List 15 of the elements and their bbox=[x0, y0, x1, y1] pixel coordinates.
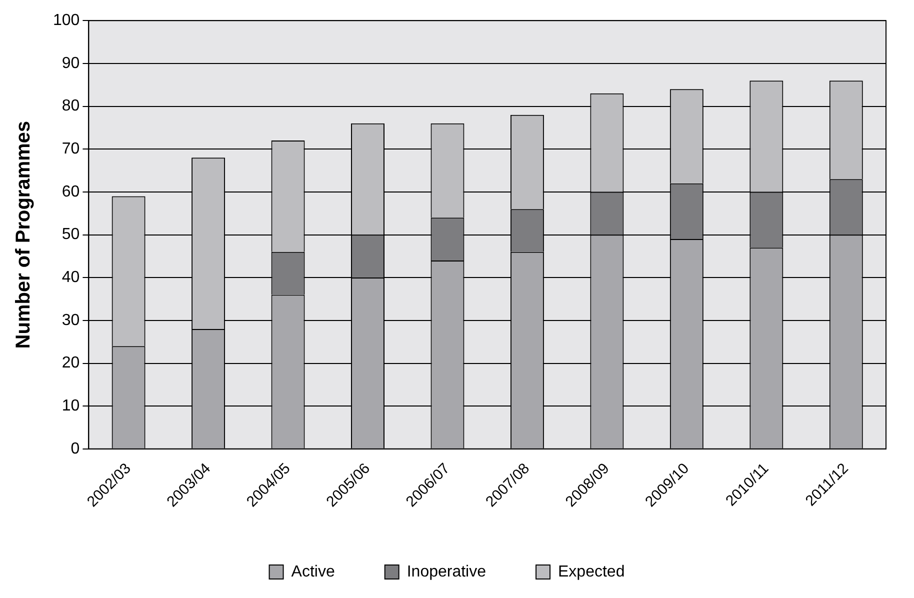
legend-label: Active bbox=[291, 563, 335, 580]
y-tick-label: 80 bbox=[62, 98, 80, 115]
y-tick-label: 10 bbox=[62, 398, 80, 415]
legend-label: Expected bbox=[558, 563, 625, 580]
y-tick-label: 20 bbox=[62, 354, 80, 372]
y-tick-label: 100 bbox=[52, 12, 80, 30]
y-axis-title: Number of Programmes bbox=[12, 120, 35, 349]
y-tick-label: 40 bbox=[62, 269, 80, 286]
legend-label: Inoperative bbox=[406, 563, 486, 580]
y-tick-label: 60 bbox=[62, 183, 80, 200]
y-tick-label: 90 bbox=[62, 54, 80, 72]
y-tick-label: 70 bbox=[62, 140, 80, 158]
y-tick-label: 50 bbox=[62, 226, 80, 244]
y-tick-label: 0 bbox=[70, 440, 80, 458]
y-tick-label: 30 bbox=[62, 312, 80, 329]
